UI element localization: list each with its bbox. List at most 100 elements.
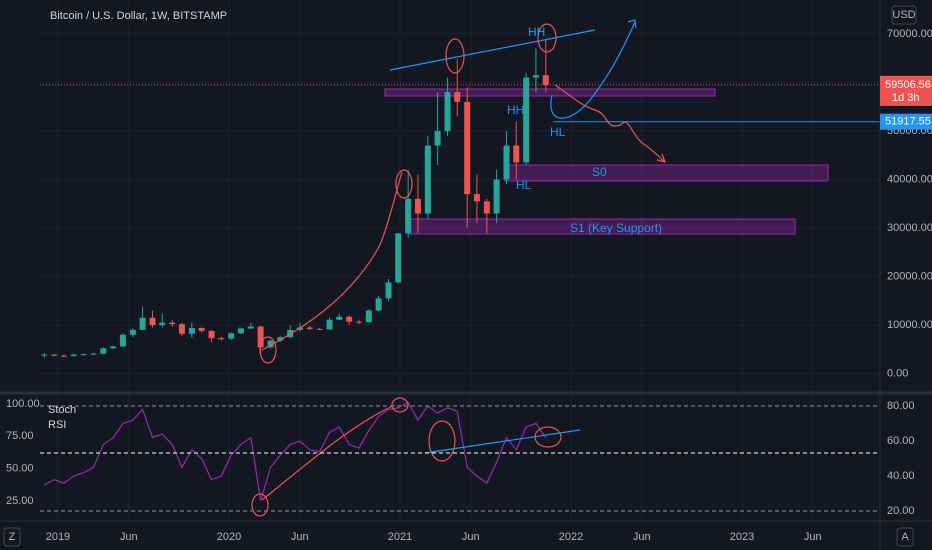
rsi-line — [43, 401, 547, 501]
marks-layer — [40, 38, 880, 501]
s0-zone — [504, 164, 829, 182]
y2-tick-label: 80.00 — [887, 400, 915, 412]
projection-up — [550, 21, 636, 119]
candle-body — [405, 198, 412, 234]
candle-body — [326, 319, 333, 330]
price-label-box — [880, 75, 932, 106]
candle-body — [306, 327, 313, 329]
x-tick-label: 2022 — [559, 531, 583, 543]
y2-tick-label: 40.00 — [887, 470, 915, 482]
y-tick-label: 100.00 — [6, 398, 40, 410]
circle — [534, 426, 562, 448]
candle-body — [60, 355, 67, 357]
candle-body — [188, 327, 195, 334]
currency-button[interactable] — [891, 5, 917, 25]
y-tick-label: 75.00 — [6, 430, 34, 442]
y-tick-label: 30000.00 — [887, 222, 932, 234]
candle-body — [159, 322, 166, 326]
annotation: HL — [550, 125, 566, 139]
x-tick-label: 2019 — [46, 531, 70, 543]
arrow-head — [627, 19, 637, 29]
rsi-trend-line — [424, 429, 581, 454]
candle-body — [424, 145, 431, 214]
candle-body — [414, 198, 421, 214]
candle-body — [375, 298, 382, 311]
zoom-button-label[interactable]: Z — [9, 531, 16, 543]
x-tick-label: Jun — [120, 531, 138, 543]
candle-body — [228, 333, 235, 339]
candle-body — [119, 334, 126, 347]
annotation: S1 (Key Support) — [570, 221, 662, 235]
candle-body — [277, 337, 284, 341]
candle-body — [208, 330, 215, 339]
countdown: 1d 3h — [892, 92, 920, 104]
y-tick-label: 50.00 — [6, 463, 34, 475]
arrow-head — [656, 153, 666, 163]
candle-body — [483, 201, 490, 214]
candle-body — [267, 340, 274, 348]
chart-title: Bitcoin / U.S. Dollar, 1W, BITSTAMP — [50, 10, 227, 22]
resistance-zone — [384, 88, 716, 97]
y-tick-label: 25.00 — [6, 495, 34, 507]
y-tick-label: 20000.00 — [887, 270, 932, 282]
horizontal-label-box — [880, 113, 932, 130]
projection-down — [554, 84, 666, 163]
x-tick-label: 2023 — [730, 531, 754, 543]
circle — [395, 169, 413, 199]
drawings — [40, 19, 880, 517]
x-tick-label: Jun — [462, 531, 480, 543]
candle-body — [70, 354, 77, 357]
candle-body — [139, 317, 146, 330]
candle-body — [178, 324, 185, 334]
candle-body — [110, 346, 117, 349]
candle-body — [90, 353, 97, 355]
horizontal-label: 51917.55 — [885, 116, 931, 128]
candle-body — [395, 233, 402, 283]
candle-body — [385, 282, 392, 299]
candle-body — [523, 77, 530, 163]
annotation: S0 — [592, 165, 607, 179]
y-tick-label: 70000.00 — [887, 28, 932, 40]
currency[interactable]: USD — [892, 9, 915, 21]
candle-body — [355, 321, 362, 323]
candle-body — [365, 310, 372, 323]
annotation: HH — [528, 25, 545, 39]
grid-layer — [40, 0, 880, 520]
circle — [537, 23, 557, 53]
candle-body — [503, 145, 510, 180]
y-tick-label: 10000.00 — [887, 319, 932, 331]
annotation: HL — [516, 178, 532, 192]
y2-tick-label: 20.00 — [887, 505, 915, 517]
candle-body — [237, 328, 244, 334]
candle-body — [336, 316, 343, 320]
candle-body — [149, 317, 156, 326]
circle — [251, 493, 269, 517]
y-tick-label: 0.00 — [887, 367, 908, 379]
candle-body — [513, 145, 520, 163]
candle-body — [434, 131, 441, 146]
zoom-button[interactable] — [3, 527, 21, 547]
trend-line — [389, 29, 596, 71]
auto-button-label[interactable]: A — [901, 531, 909, 543]
auto-button[interactable] — [896, 527, 914, 547]
candle-body — [169, 322, 176, 325]
candle-body — [346, 316, 353, 322]
candle-body — [257, 326, 264, 348]
x-tick-label: 2020 — [217, 531, 241, 543]
candle-body — [198, 327, 205, 331]
candle-body — [247, 326, 254, 329]
candle-body — [41, 354, 48, 356]
circle — [428, 420, 456, 462]
x-tick-label: Jun — [804, 531, 822, 543]
candle-body — [444, 92, 451, 131]
candle-body — [51, 354, 58, 356]
candle-body — [454, 92, 461, 102]
candle-body — [218, 338, 225, 340]
candle-body — [296, 327, 303, 330]
candle-body — [493, 179, 500, 214]
candle-body — [542, 75, 549, 85]
candle-body — [464, 101, 471, 195]
x-tick-label: 2021 — [388, 531, 412, 543]
y2-tick-label: 60.00 — [887, 435, 915, 447]
